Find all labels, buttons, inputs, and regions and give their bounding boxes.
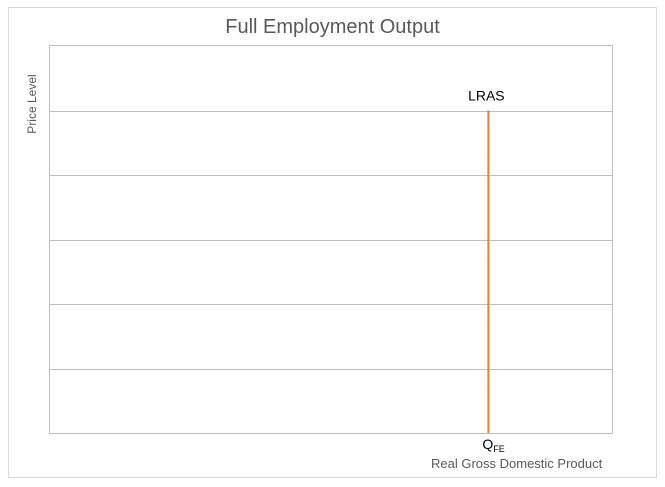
gridlines xyxy=(50,111,612,370)
chart-frame: Full Employment Output xyxy=(8,7,657,478)
qfe-tick-label: QFE xyxy=(482,436,504,454)
x-axis-label: Real Gross Domestic Product xyxy=(431,456,603,471)
chart-title: Full Employment Output xyxy=(225,16,440,38)
series-labels: LRAS QFE xyxy=(468,88,505,455)
series-label-lras: LRAS xyxy=(468,88,505,104)
plot-border xyxy=(49,45,613,434)
